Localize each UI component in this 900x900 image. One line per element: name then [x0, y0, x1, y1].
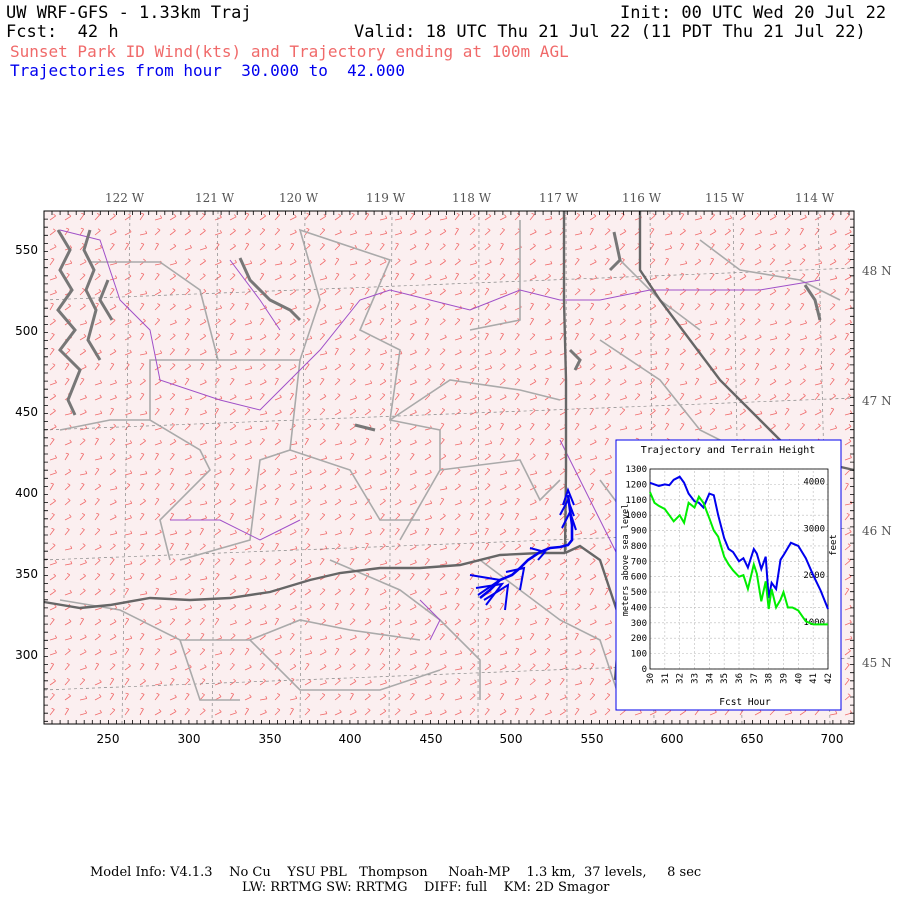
lon-label: 117 W	[539, 191, 579, 205]
x-tick: 250	[97, 732, 120, 746]
inset-right-ylabel: feet	[829, 534, 839, 556]
inset-x-tick: 30	[646, 673, 656, 684]
model-info-line1: Model Info: V4.1.3 No Cu YSU PBL Thompso…	[90, 865, 702, 880]
field-title: Sunset Park ID Wind(kts) and Trajectory …	[10, 42, 569, 61]
lon-label: 115 W	[705, 191, 745, 205]
inset-title: Trajectory and Terrain Height	[641, 445, 816, 456]
inset-chart: Trajectory and Terrain Height meters abo…	[615, 439, 842, 711]
frame-ticks	[43, 210, 854, 724]
inset-y2-tick: 1000	[803, 618, 825, 628]
inset-x-tick: 39	[780, 673, 790, 684]
inset-y2-tick: 4000	[803, 477, 825, 487]
inset-xlabel: Fcst Hour	[719, 697, 771, 708]
trajectory-arrows	[469, 487, 577, 611]
rivers	[59, 229, 821, 641]
inset-y-tick: 600	[631, 573, 647, 583]
lon-label: 118 W	[452, 191, 492, 205]
trajectory-label: Trajectories from hour 30.000 to 42.000	[10, 61, 405, 80]
inset-x-tick: 40	[794, 673, 804, 684]
lon-label: 121 W	[195, 191, 235, 205]
lat-label: 45 N	[862, 656, 892, 670]
meridian-line	[388, 210, 393, 725]
x-tick: 400	[339, 732, 362, 746]
y-tick: 400	[15, 486, 38, 500]
lon-label: 122 W	[105, 191, 145, 205]
inset-plot-frame	[649, 468, 829, 670]
x-tick: 650	[741, 732, 764, 746]
y-tick: 550	[15, 243, 38, 257]
inset-y-tick: 1300	[625, 465, 647, 475]
meridian-line	[211, 210, 219, 725]
init-time: Init: 00 UTC Wed 20 Jul 22	[620, 3, 887, 23]
lat-label: 47 N	[862, 394, 892, 408]
lon-labels: 122 W 121 W 120 W 119 W 118 W 117 W 116 …	[105, 191, 835, 205]
y-tick: 350	[15, 567, 38, 581]
lon-label: 114 W	[795, 191, 835, 205]
forecast-hour: Fcst: 42 h	[6, 22, 119, 42]
trajectory-height-line	[649, 475, 829, 610]
inset-axes: 0 100 200 300 400 500 600 700 800 900 1000 1100 1200…	[625, 465, 834, 684]
inset-y-tick: 300	[631, 619, 647, 629]
inset-series	[649, 475, 829, 626]
x-tick: 550	[581, 732, 604, 746]
inset-y-tick: 700	[631, 557, 647, 567]
model-title: UW WRF-GFS - 1.33km Traj	[6, 3, 252, 23]
x-tick: 600	[661, 732, 684, 746]
lat-label: 46 N	[862, 524, 892, 538]
frame-tick-marks	[43, 210, 854, 724]
lon-label: 119 W	[366, 191, 406, 205]
trajectory-path	[469, 487, 577, 611]
y-tick: 450	[15, 405, 38, 419]
inset-y-tick: 1200	[625, 480, 647, 490]
inset-x-tick: 42	[824, 673, 834, 684]
inset-x-tick: 38	[765, 673, 775, 684]
inset-x-tick: 32	[676, 673, 686, 684]
lon-label: 120 W	[279, 191, 319, 205]
x-tick-labels: 250 300 350 400 450 500 550 600 650 700	[97, 732, 844, 746]
y-tick-labels: 550 500 450 400 350 300	[15, 243, 38, 662]
inset-y-tick: 1000	[625, 511, 647, 521]
inset-y-tick: 200	[631, 634, 647, 644]
x-tick: 700	[821, 732, 844, 746]
inset-y-tick: 900	[631, 527, 647, 537]
inset-left-ylabel: meters above sea level	[621, 504, 631, 617]
inset-x-tick: 31	[661, 673, 671, 684]
inset-y-tick: 500	[631, 588, 647, 598]
x-tick: 300	[178, 732, 201, 746]
inset-x-tick: 37	[750, 673, 760, 684]
lat-label: 48 N	[862, 264, 892, 278]
map-frame	[43, 210, 855, 725]
inset-grid	[649, 468, 829, 670]
y-tick: 500	[15, 324, 38, 338]
inset-y-tick: 1100	[625, 496, 647, 506]
meridian-line	[299, 210, 306, 725]
inset-y-tick: 400	[631, 603, 647, 613]
inset-y-tick: 100	[631, 650, 647, 660]
inset-x-tick: 34	[705, 673, 715, 684]
inset-y-tick: 0	[642, 665, 647, 675]
coastline-water	[56, 229, 822, 432]
x-tick: 500	[500, 732, 523, 746]
lon-label: 116 W	[622, 191, 662, 205]
county-borders	[59, 220, 841, 701]
inset-x-tick: 36	[735, 673, 745, 684]
meridian-line	[477, 210, 480, 725]
terrain-height-line	[649, 491, 828, 626]
inset-y2-tick: 3000	[803, 524, 825, 534]
inset-y-tick: 800	[631, 542, 647, 552]
lat-labels: 48 N 47 N 46 N 45 N	[862, 264, 892, 670]
inset-x-tick: 33	[691, 673, 701, 684]
model-info-line2: LW: RRTMG SW: RRTMG DIFF: full KM: 2D Sm…	[242, 880, 610, 895]
y-tick: 300	[15, 648, 38, 662]
inset-x-tick: 35	[720, 673, 730, 684]
valid-time: Valid: 18 UTC Thu 21 Jul 22 (11 PDT Thu …	[354, 22, 866, 42]
inset-x-tick: 41	[809, 673, 819, 684]
x-tick: 450	[420, 732, 443, 746]
x-tick: 350	[259, 732, 282, 746]
meridian-line	[565, 210, 568, 725]
